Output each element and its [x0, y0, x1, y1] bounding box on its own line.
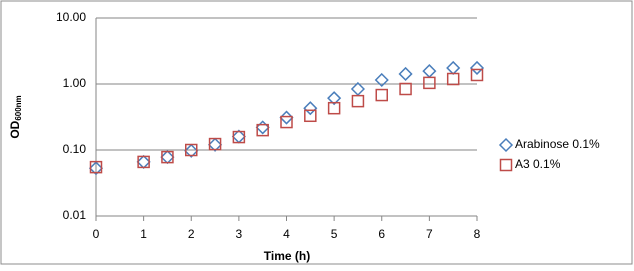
square-marker — [161, 150, 174, 164]
diamond-marker — [88, 161, 104, 176]
legend-marker — [498, 137, 514, 153]
square-marker — [137, 155, 150, 169]
x-tick-label: 0 — [93, 227, 100, 241]
x-tick-label: 7 — [426, 227, 433, 241]
x-tick-label: 3 — [236, 227, 243, 241]
y-tick-label: 10.00 — [56, 10, 86, 24]
legend-label: Arabinose 0.1% — [515, 137, 600, 151]
diamond-marker — [184, 143, 199, 158]
x-tick-label: 6 — [378, 227, 385, 241]
y-axis-label: OD600nm — [8, 95, 23, 138]
y-label-sub: 600nm — [14, 95, 23, 120]
x-tick-label: 2 — [188, 227, 195, 241]
y-tick-label: 0.01 — [63, 208, 87, 222]
square-marker — [399, 82, 412, 96]
x-tick-label: 1 — [140, 227, 147, 241]
square-marker — [446, 72, 460, 86]
x-tick-label: 4 — [283, 227, 290, 241]
x-tick-label: 5 — [331, 227, 338, 241]
diamond-marker — [374, 72, 389, 88]
square-marker — [232, 130, 246, 144]
square-marker — [304, 109, 317, 123]
square-marker — [375, 88, 388, 102]
diamond-marker — [208, 137, 223, 152]
diamond-marker — [327, 91, 342, 106]
square-marker — [280, 115, 293, 129]
x-tick-label: 8 — [474, 227, 481, 241]
diamond-marker — [398, 66, 413, 82]
square-marker — [208, 137, 222, 151]
y-tick-label: 1.00 — [63, 76, 87, 90]
square-marker — [89, 160, 103, 174]
legend-marker — [499, 158, 513, 172]
diamond-marker — [279, 110, 294, 125]
square-marker — [423, 76, 436, 90]
square-marker — [351, 94, 365, 108]
chart-border — [0, 0, 633, 265]
diamond-marker — [469, 60, 485, 76]
square-marker — [327, 101, 341, 115]
diamond-marker — [255, 120, 270, 135]
y-tick-label: 0.10 — [63, 142, 87, 156]
diamond-marker — [303, 101, 318, 116]
square-marker — [185, 143, 198, 157]
y-label-main: OD — [8, 120, 22, 138]
x-axis-label: Time (h) — [264, 249, 310, 263]
square-marker — [470, 68, 484, 82]
legend-label: A3 0.1% — [515, 157, 561, 171]
square-marker — [256, 123, 269, 137]
